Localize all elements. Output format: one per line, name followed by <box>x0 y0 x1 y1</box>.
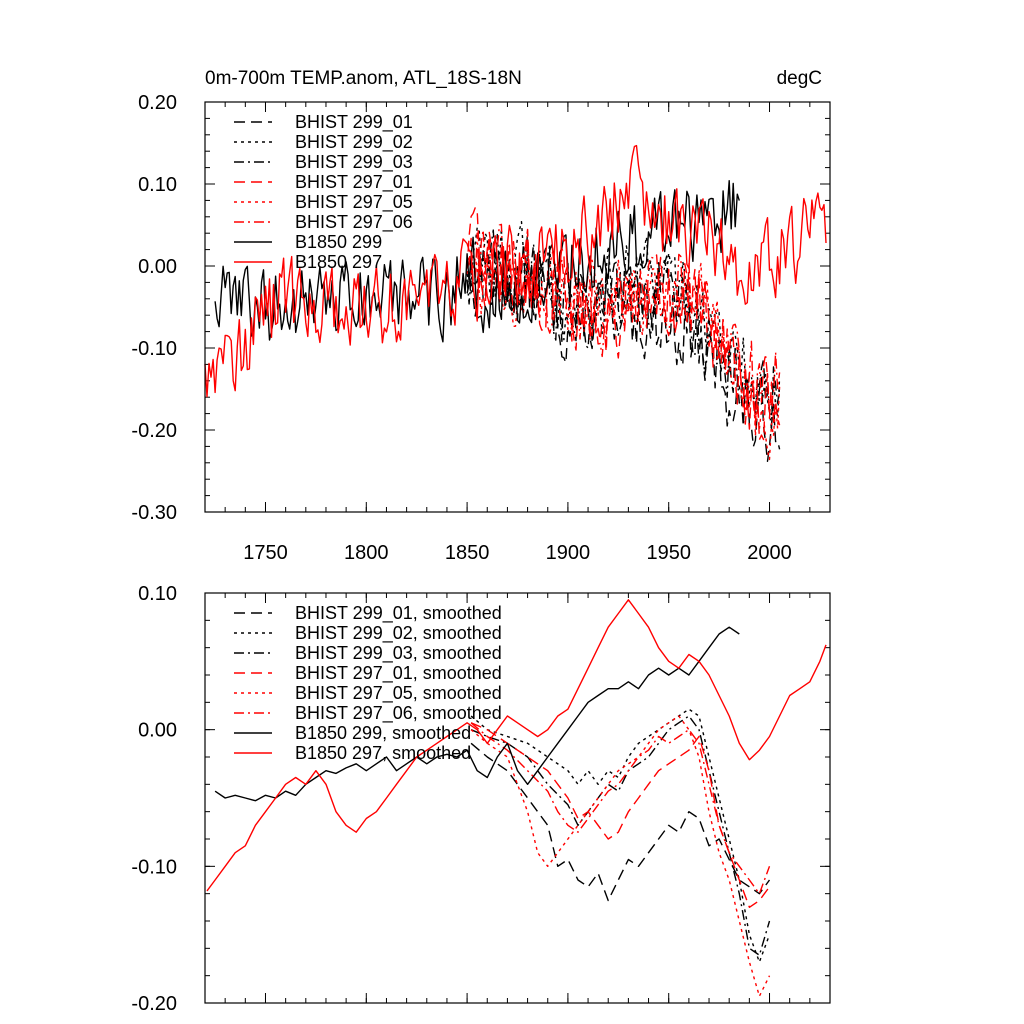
top-x-tick-label: 1850 <box>445 542 490 564</box>
bottom-legend-label: BHIST 297_06, smoothed <box>295 703 502 724</box>
top-x-tick-label: 1900 <box>546 542 591 564</box>
top-series-line <box>466 223 781 426</box>
bottom-series-line <box>470 715 771 997</box>
bottom-series-line <box>470 742 771 902</box>
top-legend-label: BHIST 299_01 <box>295 112 413 133</box>
top-panel-title: 0m-700m TEMP.anom, ATL_18S-18N <box>205 68 522 89</box>
bottom-series-line <box>206 599 827 892</box>
top-panel-units: degC <box>777 68 822 89</box>
top-y-tick-label: 0.10 <box>138 174 177 196</box>
bottom-plot-frame <box>204 592 831 1004</box>
bottom-legend-label: B1850 297, smoothed <box>295 743 471 763</box>
top-panel: 0m-700m TEMP.anom, ATL_18S-18N degC -0.3… <box>131 68 831 564</box>
top-x-tick-label: 1950 <box>646 542 691 564</box>
bottom-panel: -0.20 -0.10 0.00 0.10 BHIST 299_01, smoothe… <box>131 583 831 1015</box>
top-legend-label: BHIST 297_06 <box>295 212 413 233</box>
bottom-y-tick-label: 0.00 <box>138 720 177 742</box>
bottom-series-line <box>470 708 771 963</box>
top-legend-label: B1850 299 <box>295 232 382 252</box>
bottom-series-line <box>470 715 771 956</box>
top-series-line <box>204 144 827 398</box>
top-series-line <box>466 207 781 441</box>
top-series-line <box>466 246 781 461</box>
bottom-legend-label: BHIST 299_02, smoothed <box>295 623 502 644</box>
top-y-tick-label: 0.20 <box>138 92 177 114</box>
bottom-legend-label: BHIST 299_03, smoothed <box>295 643 502 664</box>
top-x-tick-label: 1800 <box>344 542 389 564</box>
top-series-group <box>204 144 827 462</box>
bottom-y-tick-label: -0.10 <box>131 856 177 878</box>
bottom-series-group <box>206 599 827 997</box>
bottom-y-tick-label: -0.20 <box>131 993 177 1015</box>
top-legend-label: BHIST 299_03 <box>295 152 413 173</box>
bottom-series-line <box>214 626 740 802</box>
top-plot-frame <box>204 101 831 513</box>
bottom-legend-label: BHIST 299_01, smoothed <box>295 603 502 624</box>
top-x-tick-label: 1750 <box>243 542 288 564</box>
top-x-tick-label: 2000 <box>747 542 792 564</box>
top-axis-ticks: -0.30 -0.20 -0.10 0.00 0.10 0.20 1750 1800 1850 1… <box>131 92 830 564</box>
top-y-tick-label: -0.30 <box>131 502 177 524</box>
top-y-tick-label: -0.10 <box>131 338 177 360</box>
top-y-tick-label: 0.00 <box>138 256 177 278</box>
top-legend-label: BHIST 299_02 <box>295 132 413 153</box>
bottom-y-tick-label: 0.10 <box>138 583 177 605</box>
top-legend-label: B1850 297 <box>295 252 382 272</box>
bottom-series-line <box>470 722 771 908</box>
top-y-tick-label: -0.20 <box>131 420 177 442</box>
top-legend-label: BHIST 297_05 <box>295 192 413 213</box>
bottom-legend-label: BHIST 297_05, smoothed <box>295 683 502 704</box>
top-legend-label: BHIST 297_01 <box>295 172 413 193</box>
bottom-legend-label: BHIST 297_01, smoothed <box>295 663 502 684</box>
bottom-legend-label: B1850 299, smoothed <box>295 723 471 743</box>
